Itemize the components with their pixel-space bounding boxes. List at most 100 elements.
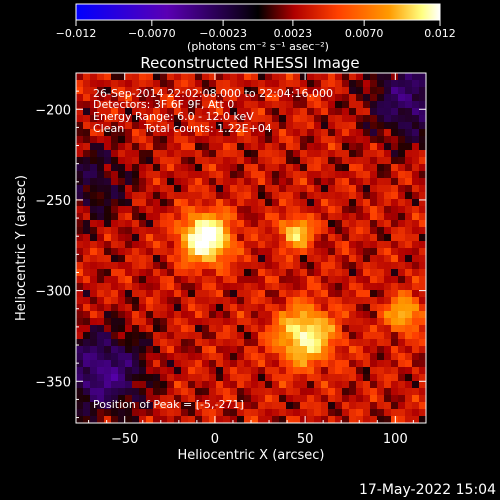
heatmap-cell <box>300 178 308 186</box>
heatmap-cell <box>265 94 273 102</box>
heatmap-cell <box>412 395 420 403</box>
heatmap-cell <box>244 395 252 403</box>
heatmap-cell <box>321 332 329 340</box>
heatmap-cell <box>419 122 426 130</box>
heatmap-cell <box>300 318 308 326</box>
heatmap-cell <box>370 318 378 326</box>
heatmap-cell <box>363 87 371 95</box>
heatmap-cell <box>125 311 133 319</box>
heatmap-cell <box>419 388 426 396</box>
heatmap-cell <box>265 297 273 305</box>
heatmap-cell <box>132 395 140 403</box>
heatmap-cell <box>314 367 322 375</box>
x-axis: −50 0 50 100 <box>88 73 414 447</box>
heatmap-cell <box>230 255 238 263</box>
heatmap-cell <box>391 276 399 284</box>
heatmap-cell <box>258 73 266 81</box>
heatmap-cell <box>216 269 224 277</box>
heatmap-cell <box>202 129 210 137</box>
heatmap-cell <box>321 374 329 382</box>
heatmap-cell <box>328 374 336 382</box>
heatmap-cell <box>160 241 168 249</box>
heatmap-cell <box>314 409 322 417</box>
heatmap-cell <box>118 192 126 200</box>
heatmap-cell <box>398 269 406 277</box>
heatmap-cell <box>398 353 406 361</box>
heatmap-cell <box>132 150 140 158</box>
heatmap-cell <box>181 248 189 256</box>
heatmap-cell <box>398 150 406 158</box>
heatmap-cell <box>83 87 91 95</box>
heatmap-cell <box>286 255 294 263</box>
heatmap-cell <box>335 136 343 144</box>
heatmap-cell <box>216 360 224 368</box>
heatmap-cell <box>139 171 147 179</box>
heatmap-cell <box>342 388 350 396</box>
heatmap-cell <box>83 374 91 382</box>
heatmap-cell <box>342 185 350 193</box>
heatmap-cell <box>391 388 399 396</box>
heatmap-cell <box>237 171 245 179</box>
heatmap-cell <box>307 220 315 228</box>
heatmap-cell <box>230 192 238 200</box>
heatmap-cell <box>412 199 420 207</box>
heatmap-cell <box>377 192 385 200</box>
heatmap-cell <box>209 262 217 270</box>
heatmap-cell <box>167 276 175 284</box>
heatmap-cell <box>160 311 168 319</box>
heatmap-cell <box>195 255 203 263</box>
heatmap-cell <box>244 213 252 221</box>
heatmap-cell <box>237 101 245 109</box>
heatmap-cell <box>230 241 238 249</box>
heatmap-cell <box>412 234 420 242</box>
heatmap-cell <box>279 276 287 284</box>
heatmap-cell <box>377 248 385 256</box>
heatmap-cell <box>209 234 217 242</box>
heatmap-cell <box>83 192 91 200</box>
heatmap-cell <box>307 94 315 102</box>
heatmap-cell <box>286 318 294 326</box>
heatmap-cell <box>363 220 371 228</box>
heatmap-cell <box>300 297 308 305</box>
heatmap-cell <box>391 311 399 319</box>
heatmap-cell <box>167 388 175 396</box>
heatmap-cell <box>321 206 329 214</box>
heatmap-cell <box>174 276 182 284</box>
heatmap-cell <box>202 381 210 389</box>
heatmap-cell <box>265 227 273 235</box>
heatmap-cell <box>412 360 420 368</box>
y-tick-label: −300 <box>35 285 71 300</box>
heatmap-cell <box>216 395 224 403</box>
heatmap-cell <box>251 129 259 137</box>
heatmap-cell <box>279 157 287 165</box>
heatmap-cell <box>139 185 147 193</box>
heatmap-cell <box>216 297 224 305</box>
heatmap-cell <box>349 318 357 326</box>
heatmap-cell <box>258 255 266 263</box>
heatmap-cell <box>370 304 378 312</box>
heatmap-cell <box>174 381 182 389</box>
heatmap-cell <box>363 213 371 221</box>
heatmap-cell <box>202 339 210 347</box>
heatmap-cell <box>251 325 259 333</box>
heatmap-cell <box>76 388 84 396</box>
heatmap-cell <box>188 276 196 284</box>
heatmap-cell <box>202 136 210 144</box>
heatmap-cell <box>209 332 217 340</box>
heatmap-cell <box>195 73 203 81</box>
heatmap-cell <box>293 87 301 95</box>
heatmap-cell <box>132 185 140 193</box>
heatmap-cell <box>314 115 322 123</box>
heatmap-cell <box>265 101 273 109</box>
heatmap-cell <box>258 388 266 396</box>
heatmap-cell <box>153 262 161 270</box>
heatmap-cell <box>412 276 420 284</box>
heatmap-cell <box>356 318 364 326</box>
heatmap-cell <box>188 241 196 249</box>
heatmap-cell <box>83 360 91 368</box>
heatmap-cell <box>258 332 266 340</box>
heatmap-cell <box>223 178 231 186</box>
heatmap-cell <box>118 199 126 207</box>
heatmap-cell <box>314 332 322 340</box>
heatmap-cell <box>391 164 399 172</box>
